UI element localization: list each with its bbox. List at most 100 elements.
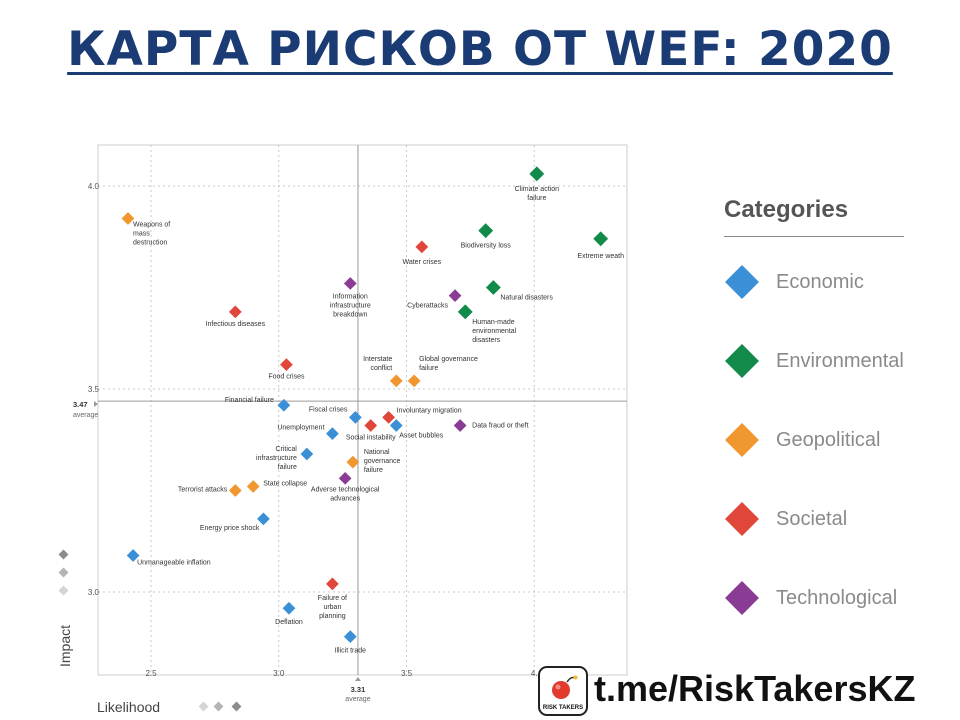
risk-marker <box>338 471 352 485</box>
likelihood-scale-icon <box>231 701 242 712</box>
bomb-icon <box>552 675 578 699</box>
risk-marker <box>485 280 501 295</box>
risk-marker <box>228 305 242 319</box>
risk-label: National governance failure <box>364 449 401 474</box>
risk-marker <box>529 166 545 182</box>
data-points: Climate action failure Weapons of mass destr… <box>121 166 624 655</box>
legend-label: Technological <box>776 587 898 609</box>
x-average-marker <box>354 677 361 681</box>
risk-marker <box>448 289 462 302</box>
risk-label: Energy price shock <box>200 525 260 532</box>
legend: Categories Economic Environmental Geopolit… <box>724 196 924 615</box>
risk-label: Weapons of mass destruction <box>133 221 170 246</box>
risk-marker <box>457 304 473 320</box>
x-average-value: 3.31 <box>351 685 366 694</box>
risk-marker <box>300 447 314 461</box>
page-title: КАРТА РИСКОВ ОТ WEF: 2020 <box>67 22 893 77</box>
legend-label: Geopolitical <box>776 429 881 451</box>
risk-label: Natural disasters <box>500 295 553 302</box>
legend-item-geopolitical: Geopolitical <box>724 422 924 462</box>
risk-label: Fiscal crises <box>309 406 348 413</box>
risk-label: Unemployment <box>277 425 324 432</box>
risk-label: Adverse technological advances <box>311 486 380 502</box>
risk-marker <box>346 455 360 469</box>
impact-scale-icon <box>58 549 69 560</box>
y-average-label: average <box>73 412 98 419</box>
logo-text: RISK TAKERS <box>542 705 584 711</box>
risk-marker <box>389 374 403 388</box>
legend-title: Categories <box>724 196 904 237</box>
legend-swatch <box>725 265 759 299</box>
risk-label: Terrorist attacks <box>178 487 228 494</box>
risk-marker <box>407 374 421 388</box>
risk-marker <box>277 398 291 412</box>
legend-label: Economic <box>776 271 864 293</box>
brand-footer: RISK TAKERS t.me/RiskTakersKZ <box>536 664 960 720</box>
legend-swatch <box>725 502 759 536</box>
legend-label: Societal <box>776 508 848 530</box>
risk-marker <box>364 419 378 432</box>
legend-item-economic: Economic <box>724 264 924 304</box>
impact-scale-icon <box>58 585 69 596</box>
plot-frame <box>97 144 628 676</box>
risk-label: Extreme weath <box>577 253 624 260</box>
x-tick-label: 2.5 <box>145 669 157 678</box>
risk-marker <box>257 512 270 526</box>
legend-label: Environmental <box>776 350 904 372</box>
risk-marker <box>246 480 260 493</box>
risk-label: Illicit trade <box>335 648 367 655</box>
risk-marker <box>326 427 339 441</box>
x-tick-label: 3.5 <box>401 669 413 678</box>
risk-label: Failure of urban planning <box>318 595 347 620</box>
risk-marker <box>415 240 429 254</box>
risk-marker <box>389 419 403 432</box>
legend-item-technological: Technological <box>724 580 924 620</box>
risk-marker <box>478 223 494 239</box>
risk-label: Deflation <box>275 619 303 626</box>
risk-label: Food crises <box>268 374 305 381</box>
likelihood-scale-icon <box>213 701 224 712</box>
risk-marker <box>228 484 242 497</box>
impact-scale-icon <box>58 567 69 578</box>
x-tick-label: 3.0 <box>273 669 285 678</box>
risk-label: Critical infrastructure failure <box>256 446 297 471</box>
y-average-marker <box>94 401 98 407</box>
y-tick-label: 3.0 <box>88 588 100 597</box>
risk-marker <box>280 358 293 372</box>
x-axis-title: Likelihood <box>97 699 160 715</box>
risk-label: Biodiversity loss <box>461 243 512 250</box>
x-average-label: average <box>345 696 370 703</box>
y-tick-label: 4.0 <box>88 182 100 191</box>
risk-takers-logo: RISK TAKERS <box>538 666 588 716</box>
y-average-value: 3.47 <box>73 400 88 409</box>
legend-swatch <box>725 423 759 457</box>
risk-label: Financial failure <box>225 397 274 404</box>
risk-label: Unmanageable inflation <box>137 559 211 566</box>
risk-marker <box>326 577 339 591</box>
risk-label: Water crises <box>403 259 442 266</box>
risk-marker <box>282 601 296 615</box>
likelihood-scale-icon <box>198 701 209 712</box>
telegram-link[interactable]: t.me/RiskTakersKZ <box>594 668 916 709</box>
risk-label: Interstate conflict <box>363 356 392 372</box>
plot-border <box>97 144 628 676</box>
legend-swatch <box>725 581 759 615</box>
risk-label: Climate action failure <box>515 186 559 202</box>
risk-label: Involuntary migration <box>397 407 462 414</box>
risk-marker <box>343 277 357 290</box>
risk-label: Infectious diseases <box>206 321 266 328</box>
legend-swatch <box>725 344 759 378</box>
grid-lines <box>98 145 627 675</box>
risk-marker <box>593 231 609 247</box>
risk-label: Human-made environmental disasters <box>472 319 516 344</box>
risk-marker <box>382 411 395 424</box>
risk-label: Information infrastructure breakdown <box>330 293 371 318</box>
risk-label: Cyberattacks <box>407 303 448 310</box>
risk-marker <box>453 419 467 432</box>
risk-label: Asset bubbles <box>399 433 443 440</box>
x-tick-label: 4. <box>531 669 538 678</box>
axis-labels: 2.5 3.0 3.5 4. 3.0 3.5 4.0 3.31 average 3.47 avera… <box>57 182 538 715</box>
risk-label: Data fraud or theft <box>472 423 528 430</box>
y-axis-title: Impact <box>57 625 73 667</box>
